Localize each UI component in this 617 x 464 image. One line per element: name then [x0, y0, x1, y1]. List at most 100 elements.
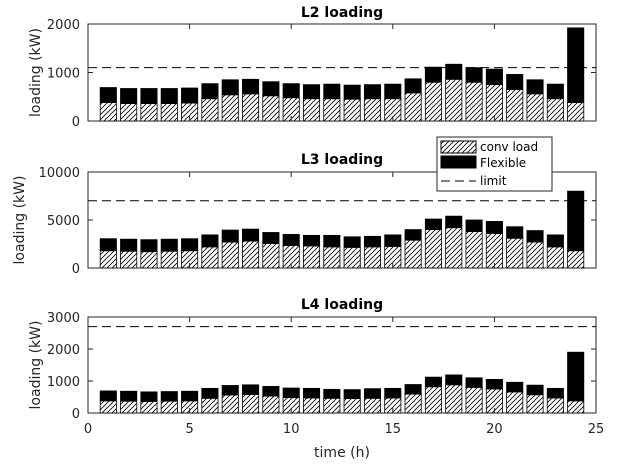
bar-flexible-l3-2 — [120, 238, 138, 252]
xtick-label-25: 25 — [588, 422, 605, 437]
bar-flexible-l4-3 — [140, 391, 158, 402]
bar-conv-load-l4-24 — [567, 400, 585, 414]
bar-flexible-l3-9 — [262, 232, 280, 244]
bar-flexible-l2-15 — [384, 83, 402, 100]
bar-conv-load-l2-3 — [140, 103, 158, 122]
chart-title-l3: L3 loading — [301, 152, 383, 168]
bar-flexible-l4-21 — [506, 381, 524, 393]
bar-conv-load-l4-3 — [140, 401, 158, 414]
ytick-label-l3-10000: 10000 — [39, 166, 80, 181]
bar-conv-load-l4-23 — [546, 397, 564, 414]
bar-flexible-l4-13 — [343, 389, 361, 400]
bar-flexible-l3-20 — [485, 221, 503, 234]
bar-flexible-l4-16 — [404, 384, 422, 395]
yticks-l4: 0 1000 2000 3000 — [47, 311, 596, 422]
bar-conv-load-l3-4 — [160, 250, 178, 269]
ytick-label-l2-1000: 1000 — [47, 67, 80, 82]
bar-flexible-l2-3 — [140, 88, 158, 104]
bar-conv-load-l3-1 — [99, 250, 117, 269]
bar-flexible-l2-21 — [506, 74, 524, 90]
bar-flexible-l2-11 — [302, 84, 321, 100]
bar-flexible-l4-4 — [160, 391, 178, 402]
bar-flexible-l4-8 — [242, 384, 260, 395]
bar-flexible-l2-24 — [567, 27, 585, 103]
ylabel-l4: loading (kW) — [28, 321, 44, 410]
yticks-l2: 0 1000 2000 — [47, 18, 596, 130]
bar-conv-load-l3-11 — [302, 245, 321, 269]
bar-flexible-l2-10 — [282, 83, 300, 99]
bar-flexible-l2-9 — [262, 81, 280, 97]
bar-conv-load-l3-23 — [546, 246, 564, 269]
ytick-label-l3-5000: 5000 — [47, 214, 80, 229]
bar-conv-load-l4-8 — [242, 394, 260, 414]
bar-conv-load-l2-24 — [567, 102, 585, 122]
bar-conv-load-l2-18 — [445, 78, 463, 122]
bar-conv-load-l2-16 — [404, 92, 422, 122]
legend-label-limit: limit — [480, 174, 507, 188]
bar-conv-load-l3-12 — [323, 246, 341, 269]
bar-conv-load-l2-1 — [99, 102, 117, 122]
bar-flexible-l3-22 — [526, 230, 544, 243]
bar-flexible-l4-9 — [262, 386, 280, 397]
bar-flexible-l3-4 — [160, 238, 178, 252]
bar-conv-load-l3-13 — [343, 246, 361, 269]
bar-flexible-l4-2 — [120, 390, 138, 402]
bar-conv-load-l4-4 — [160, 400, 178, 414]
xtick-label-20: 20 — [486, 422, 503, 437]
bar-flexible-l3-1 — [99, 238, 117, 252]
bar-flexible-l3-16 — [404, 229, 422, 241]
bar-conv-load-l3-19 — [465, 231, 483, 269]
bar-flexible-l3-15 — [384, 234, 402, 247]
chart-title-l4: L4 loading — [301, 297, 383, 313]
bar-flexible-l3-7 — [221, 229, 239, 243]
bar-conv-load-l2-20 — [485, 84, 503, 122]
bar-flexible-l3-5 — [181, 238, 199, 252]
bar-flexible-l2-23 — [546, 83, 564, 100]
bar-conv-load-l2-23 — [546, 98, 564, 122]
bar-flexible-l3-19 — [465, 219, 483, 232]
bar-conv-load-l4-1 — [99, 400, 117, 414]
ytick-label-l2-2000: 2000 — [47, 18, 80, 33]
bar-conv-load-l3-7 — [221, 241, 239, 269]
bars-l4 — [99, 351, 585, 414]
bar-flexible-l3-6 — [201, 234, 219, 248]
bar-flexible-l3-24 — [567, 190, 585, 252]
bar-flexible-l3-14 — [363, 235, 382, 248]
bar-flexible-l3-11 — [302, 234, 321, 247]
ytick-label-l4-0: 0 — [72, 407, 80, 422]
bar-flexible-l3-17 — [424, 218, 442, 230]
panel-l3: 0 5000 10000 L3 loading loading (kW) conv … — [12, 136, 597, 277]
bar-conv-load-l2-2 — [120, 103, 138, 122]
bar-conv-load-l4-12 — [323, 397, 341, 414]
bar-conv-load-l4-11 — [302, 397, 321, 414]
bar-flexible-l2-1 — [99, 87, 117, 103]
xticks-l2 — [87, 24, 597, 121]
ytick-label-l2-0: 0 — [72, 115, 80, 130]
xtick-label-0: 0 — [84, 422, 92, 437]
bar-conv-load-l4-21 — [506, 391, 524, 414]
bar-conv-load-l4-2 — [120, 400, 138, 414]
bar-conv-load-l4-18 — [445, 384, 463, 414]
bar-flexible-l2-8 — [242, 78, 260, 95]
bar-flexible-l2-13 — [343, 84, 361, 100]
bar-conv-load-l2-14 — [363, 98, 382, 122]
legend: conv load Flexible limit — [436, 136, 553, 192]
bar-flexible-l4-12 — [323, 388, 341, 399]
bar-conv-load-l2-9 — [262, 95, 280, 122]
bar-conv-load-l2-21 — [506, 89, 524, 122]
yticks-l3: 0 5000 10000 — [39, 166, 596, 277]
bar-flexible-l4-15 — [384, 387, 402, 399]
bar-conv-load-l3-20 — [485, 233, 503, 269]
bar-flexible-l4-24 — [567, 351, 585, 402]
bar-flexible-l4-14 — [363, 388, 382, 399]
bar-flexible-l4-23 — [546, 387, 564, 399]
bar-conv-load-l4-7 — [221, 394, 239, 414]
ytick-label-l4-3000: 3000 — [47, 311, 80, 326]
bar-conv-load-l2-12 — [323, 98, 341, 122]
bar-flexible-l2-18 — [445, 63, 463, 80]
bar-flexible-l2-7 — [221, 79, 239, 96]
bar-conv-load-l4-9 — [262, 395, 280, 414]
bar-flexible-l3-13 — [343, 236, 361, 248]
bar-conv-load-l2-11 — [302, 98, 321, 122]
bars-l3 — [99, 190, 585, 269]
